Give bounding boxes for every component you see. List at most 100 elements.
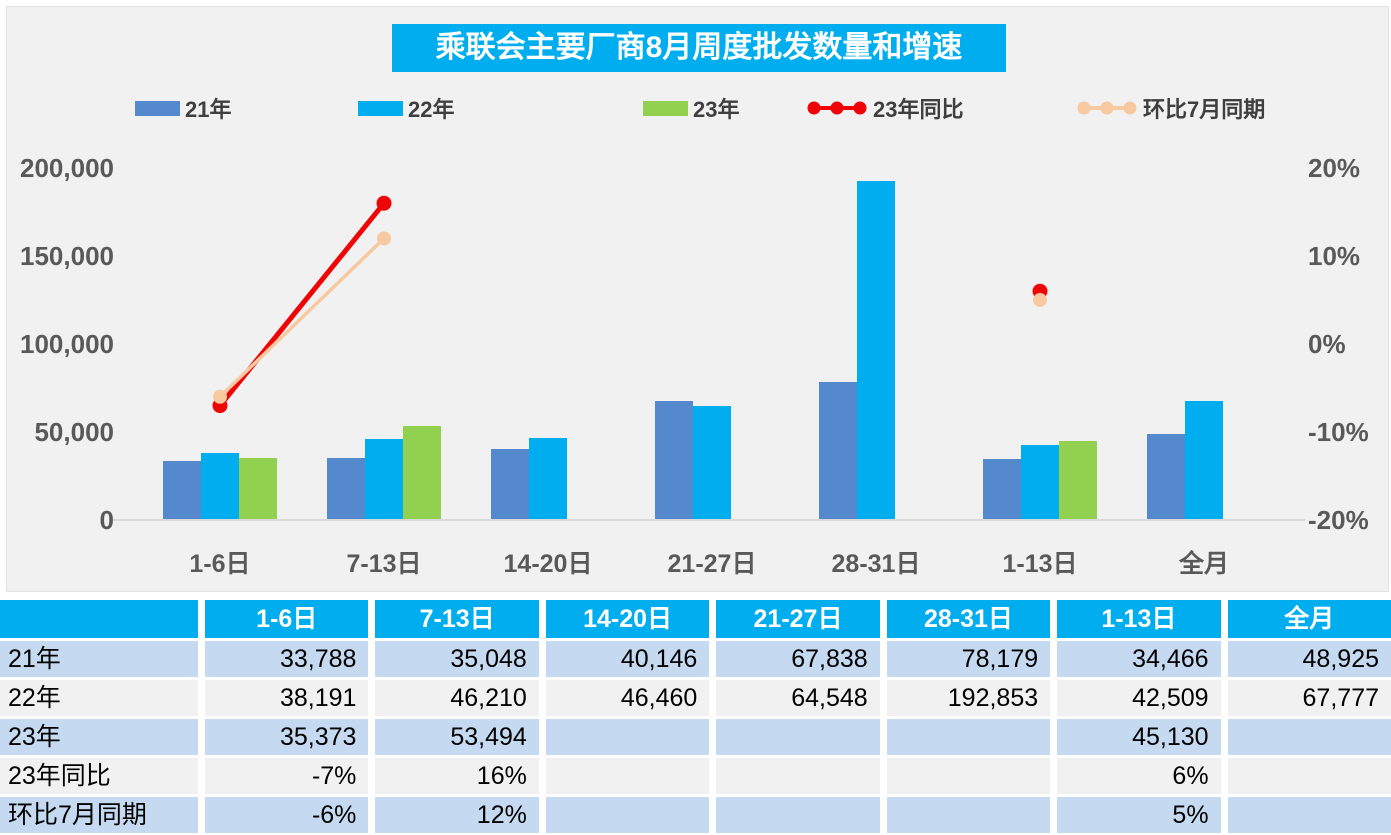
table-cell: 12% [375, 797, 539, 833]
x-axis-category-label: 28-31日 [831, 550, 921, 578]
legend-item-4: 23年同比 [806, 97, 963, 122]
table-header-cell: 28-31日 [886, 600, 1051, 638]
row-label: 21年 [0, 641, 198, 677]
point-环比7月同期-1-13日 [1033, 293, 1047, 307]
y-axis-tick-right: 10% [1308, 241, 1361, 271]
point-环比7月同期-1-6日 [213, 389, 227, 404]
y-axis-tick-left: 150,000 [20, 241, 114, 271]
bar-21年-1-13日 [983, 459, 1021, 520]
y-axis-tick-left: 100,000 [20, 329, 114, 359]
bar-22年-全月 [1185, 400, 1223, 520]
legend-item-3: 23年 [643, 97, 739, 122]
x-axis-baseline [113, 519, 1305, 521]
table-header-corner [0, 600, 198, 638]
legend-bar-swatch-icon [358, 100, 403, 116]
table-cell: 46,460 [545, 680, 710, 716]
row-label: 23年同比 [0, 758, 198, 794]
table-cell: 67,777 [1227, 680, 1391, 716]
bar-22年-21-27日 [693, 406, 731, 520]
line-环比7月同期 [218, 237, 386, 399]
x-axis-category-label: 21-27日 [667, 550, 757, 578]
line-series-overlay [212, 195, 1048, 414]
bar-23年-1-13日 [1059, 440, 1097, 520]
table-cell: 192,853 [886, 680, 1051, 716]
y-axis-tick-left: 200,000 [20, 153, 114, 183]
data-table: 1-6日 7-13日 14-20日 21-27日 28-31日 1-13日 全月 21年 33,… [0, 600, 1391, 833]
legend-item-5: 环比7月同期 [1076, 97, 1265, 122]
bar-21年-21-27日 [655, 400, 693, 520]
table-header-cell: 全月 [1227, 600, 1391, 638]
bar-22年-1-13日 [1021, 445, 1059, 520]
y-axis-tick-right: 20% [1308, 153, 1361, 183]
legend-line-dots-icon [807, 101, 867, 115]
x-axis-category-label: 1-6日 [189, 550, 251, 578]
bar-21年-全月 [1147, 433, 1185, 520]
bar-21年-1-6日 [163, 460, 201, 520]
table-cell: 78,179 [886, 641, 1051, 677]
table-cell: 38,191 [205, 680, 369, 716]
table-cell [716, 797, 880, 833]
bar-21年-14-20日 [491, 449, 529, 520]
table-cell: 34,466 [1057, 641, 1221, 677]
table-cell: -6% [205, 797, 369, 833]
table-cell: 35,048 [375, 641, 539, 677]
y-axis-tick-left: 0 [99, 505, 114, 535]
table-cell [545, 797, 710, 833]
table-cell [886, 797, 1051, 833]
table-header-cell: 1-13日 [1057, 600, 1221, 638]
table-cell: -7% [205, 758, 369, 794]
table-header-cell: 14-20日 [545, 600, 710, 638]
table-cell [886, 758, 1051, 794]
legend-line-dots-icon [1077, 101, 1137, 115]
table-cell [716, 719, 880, 755]
bar-23年-7-13日 [403, 425, 441, 520]
x-axis-category-label: 全月 [1178, 550, 1229, 578]
legend-label: 环比7月同期 [1143, 97, 1266, 122]
legend-label: 23年同比 [873, 97, 964, 122]
bar-21年-7-13日 [327, 458, 365, 520]
table-header-cell: 1-6日 [205, 600, 369, 638]
table-cell [545, 758, 710, 794]
legend-label: 21年 [185, 97, 232, 122]
table-cell: 48,925 [1227, 641, 1391, 677]
table-cell [1227, 797, 1391, 833]
table-cell: 40,146 [545, 641, 710, 677]
table-header-cell: 21-27日 [716, 600, 880, 638]
table-header-cell: 7-13日 [375, 600, 539, 638]
row-label: 环比7月同期 [0, 797, 198, 833]
point-环比7月同期-7-13日 [377, 231, 391, 246]
bar-22年-28-31日 [857, 180, 895, 520]
table-cell: 53,494 [375, 719, 539, 755]
row-label: 23年 [0, 719, 198, 755]
table-cell: 67,838 [716, 641, 880, 677]
table-cell: 16% [375, 758, 539, 794]
y-axis-tick-right: -20% [1308, 505, 1369, 535]
y-axis-tick-left: 50,000 [34, 417, 114, 447]
legend-bar-swatch-icon [643, 100, 688, 116]
legend-item-1: 21年 [135, 97, 231, 122]
table-cell: 6% [1057, 758, 1221, 794]
bar-23年-1-6日 [239, 457, 277, 520]
table-cell: 64,548 [716, 680, 880, 716]
legend-label: 23年 [693, 97, 740, 122]
table-cell [886, 719, 1051, 755]
legend-item-2: 22年 [358, 97, 454, 122]
y-axis-tick-right: 0% [1308, 329, 1346, 359]
table-cell: 33,788 [205, 641, 369, 677]
bar-22年-7-13日 [365, 438, 403, 520]
legend-bar-swatch-icon [135, 100, 180, 116]
y-axis-tick-right: -10% [1308, 417, 1369, 447]
table-cell: 42,509 [1057, 680, 1221, 716]
legend-label: 22年 [408, 97, 455, 122]
x-axis-category-label: 14-20日 [503, 550, 593, 578]
bar-22年-14-20日 [529, 438, 567, 520]
bar-22年-1-6日 [201, 452, 239, 520]
x-axis-category-label: 1-13日 [1002, 550, 1078, 578]
table-cell [1227, 719, 1391, 755]
table-cell: 45,130 [1057, 719, 1221, 755]
chart-title: 乘联会主要厂商8月周度批发数量和增速 [392, 24, 1006, 72]
table-cell: 35,373 [205, 719, 369, 755]
table-cell: 5% [1057, 797, 1221, 833]
table-cell [716, 758, 880, 794]
